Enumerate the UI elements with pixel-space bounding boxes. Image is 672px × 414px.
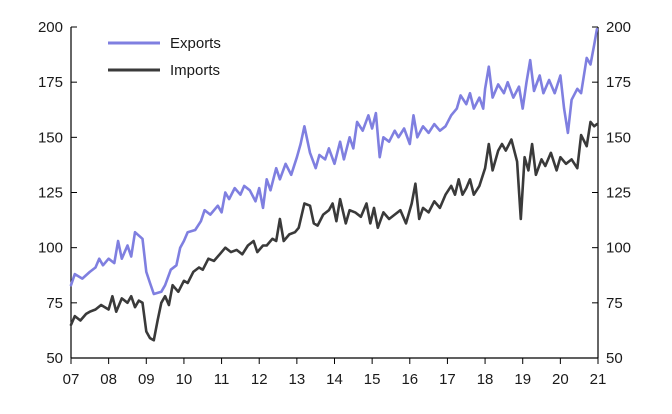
x-tick-label: 07 <box>63 371 80 388</box>
y-right-tick-label: 50 <box>606 350 623 367</box>
y-left-tick-label: 50 <box>46 350 63 367</box>
y-left-tick-label: 150 <box>38 129 63 146</box>
x-tick-label: 17 <box>439 371 456 388</box>
y-left-tick-label: 100 <box>38 240 63 257</box>
y-left-tick-label: 125 <box>38 185 63 202</box>
y-left-tick-label: 75 <box>46 295 63 312</box>
x-axis-ticks: 07 08 09 10 11 12 13 14 15 16 17 18 19 20 21 <box>63 358 607 388</box>
x-tick-label: 11 <box>214 371 230 388</box>
y-left-tick-label: 200 <box>38 19 63 36</box>
x-tick-label: 20 <box>552 371 569 388</box>
x-tick-label: 18 <box>477 371 494 388</box>
legend-label-exports: Exports <box>170 35 221 52</box>
legend-label-imports: Imports <box>170 62 220 79</box>
x-tick-label: 09 <box>138 371 155 388</box>
y-right-tick-label: 150 <box>606 129 631 146</box>
y-right-tick-label: 200 <box>606 19 631 36</box>
y-axis-right-ticks: 50 75 100 125 150 175 200 <box>592 19 631 367</box>
x-tick-label: 12 <box>251 371 268 388</box>
x-tick-label: 16 <box>401 371 418 388</box>
x-tick-label: 10 <box>176 371 193 388</box>
y-right-tick-label: 75 <box>606 295 623 312</box>
series-line-imports <box>69 120 599 342</box>
y-right-tick-label: 100 <box>606 240 631 257</box>
x-tick-label: 19 <box>514 371 531 388</box>
x-tick-label: 15 <box>364 371 381 388</box>
x-tick-label: 13 <box>289 371 306 388</box>
x-tick-label: 14 <box>326 371 343 388</box>
series-line-exports <box>69 27 599 296</box>
y-right-tick-label: 175 <box>606 74 631 91</box>
y-right-tick-label: 125 <box>606 185 631 202</box>
x-tick-label: 21 <box>590 371 607 388</box>
y-left-tick-label: 175 <box>38 74 63 91</box>
x-tick-label: 08 <box>100 371 117 388</box>
y-axis-left-ticks: 50 75 100 125 150 175 200 <box>38 19 77 367</box>
legend: Exports Imports <box>108 35 221 79</box>
series-layer <box>69 27 599 342</box>
